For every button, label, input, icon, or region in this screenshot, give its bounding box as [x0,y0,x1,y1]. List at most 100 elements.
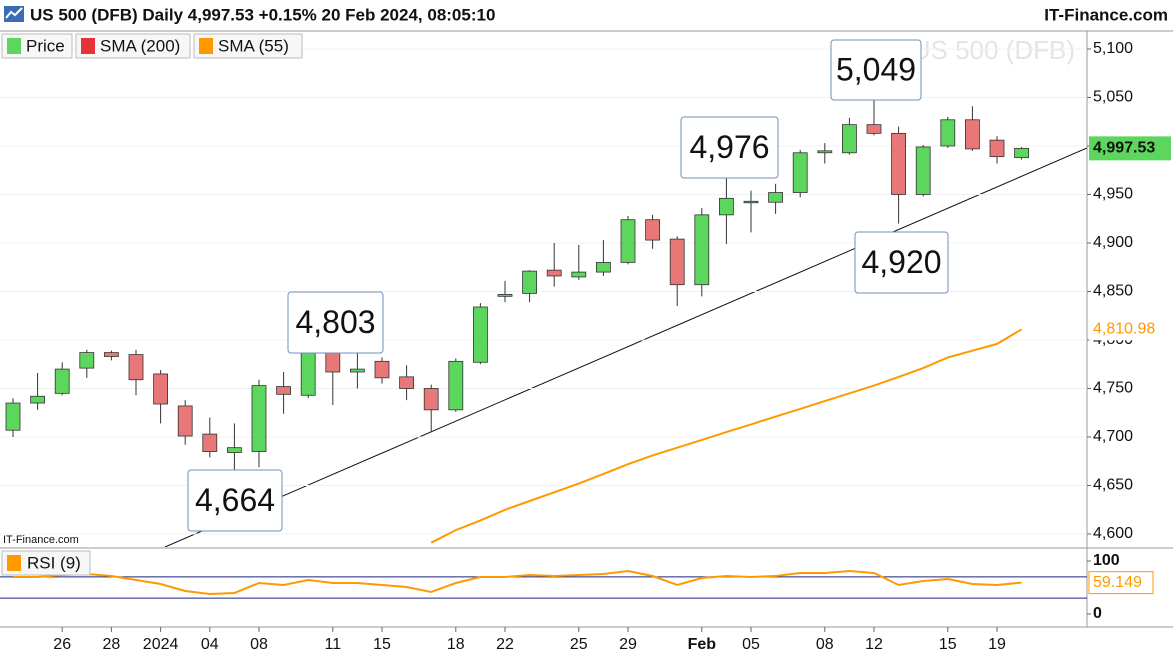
x-tick-label: 08 [250,636,268,653]
candle-body [891,132,906,195]
x-tick-label: 11 [324,636,341,653]
rsi-tick-label: 0 [1093,605,1102,622]
candle-body [276,386,292,395]
x-tick-label: 15 [939,636,957,653]
candle-body [497,293,513,297]
sma-value-label: 4,810.98 [1093,321,1155,338]
chart-title: US 500 (DFB) Daily 4,997.53 +0.15% 20 Fe… [30,5,495,24]
candle-body [128,354,144,381]
candle-body [571,271,587,278]
y-tick-label: 4,950 [1093,186,1133,203]
x-tick-label: 08 [816,636,834,653]
candle-body [522,270,537,294]
candle-body [596,261,611,273]
candle-body [817,150,833,154]
rsi-legend-label: RSI (9) [27,553,81,572]
legend-swatch [199,38,213,54]
annotation-label: 5,049 [836,51,916,87]
y-tick-label: 4,750 [1093,380,1133,397]
candle-body [104,352,119,357]
candle-body [349,368,365,373]
candle-body [202,433,218,452]
layer: 4,6004,6504,7004,7504,8004,8504,9004,950… [0,33,1171,653]
watermark: US 500 (DFB) [912,35,1075,65]
candle-body [915,146,931,195]
candle-body [226,447,242,453]
candle-body [965,119,980,150]
legend-swatch [7,38,21,54]
candle-body [1014,147,1029,159]
candle-body [989,139,1005,158]
candle-body [153,373,169,405]
annotation-box [854,231,949,294]
candle-body [399,376,415,389]
legend-label: Price [26,36,65,55]
legend-label: SMA (200) [100,36,180,55]
candle-body [374,360,390,379]
x-tick-label: 2024 [143,636,179,653]
x-tick-label: 05 [742,636,760,653]
candle-body [669,238,685,286]
candle-body [719,197,734,216]
rsi-line [13,569,1022,596]
annotation-box [830,39,922,101]
y-tick-label: 4,600 [1093,525,1133,542]
legend-label: SMA (55) [218,36,289,55]
candle-body [842,124,857,154]
candles [5,98,1029,472]
legend-swatch [81,38,95,54]
y-tick-label: 4,900 [1093,234,1133,251]
candle-body [5,402,21,431]
candle-body [620,219,636,263]
candle-body [30,395,46,404]
candle-body [448,360,464,411]
annotation-box [287,291,384,354]
x-tick-label: 22 [496,636,514,653]
candle-body [79,352,95,369]
x-tick-label: 15 [373,636,391,653]
annotation-label: 4,976 [689,129,769,165]
y-tick-label: 5,050 [1093,89,1133,106]
annotation-box [187,469,283,532]
trend-line [164,147,1087,547]
y-tick-label: 4,650 [1093,477,1133,494]
candle-body [546,269,562,277]
x-tick-label: Feb [688,636,717,653]
sma-label-box [1089,318,1171,341]
candle-body [743,200,759,204]
y-tick-label: 5,100 [1093,40,1133,57]
last-price-box [1089,136,1171,161]
x-tick-label: 18 [447,636,465,653]
candle-body [54,368,70,394]
y-tick-label: 4,700 [1093,428,1133,445]
annotation-label: 4,803 [295,304,375,340]
annotation-label: 4,664 [195,482,275,518]
rsi-value-box [1088,571,1154,595]
candle-body [645,219,660,241]
brand: IT-Finance.com [1044,5,1168,24]
candle-body [694,214,710,286]
candle-body [251,385,267,452]
x-tick-label: 28 [103,636,121,653]
annotation-box [680,116,779,179]
logo-line [5,7,23,19]
sma-line [430,328,1023,544]
candle-body [472,306,488,363]
annotation-label: 4,920 [861,244,941,280]
candle-body [768,192,783,203]
x-tick-label: 26 [53,636,71,653]
rsi-value-label: 59.149 [1093,574,1142,591]
rsi-legend-swatch [7,555,21,571]
x-tick-label: 12 [865,636,883,653]
candle-body [325,351,341,373]
y-tick-label: 4,850 [1093,283,1133,300]
x-tick-label: 29 [619,636,637,653]
candle-body [792,152,808,193]
rsi-tick-label: 100 [1093,552,1120,569]
x-tick-label: 04 [201,636,219,653]
candle-body [866,124,882,134]
x-tick-label: 19 [988,636,1006,653]
candle-body [300,351,316,396]
